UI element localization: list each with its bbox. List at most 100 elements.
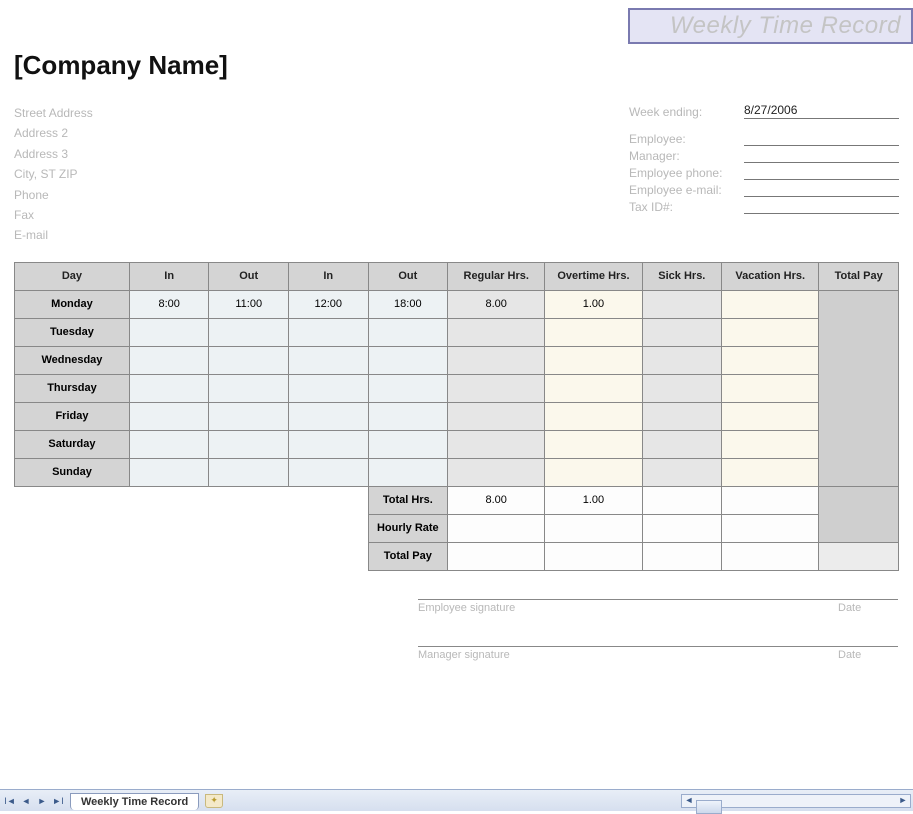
cell-reg[interactable] (448, 430, 545, 458)
cell-ot[interactable] (545, 374, 642, 402)
summary-total-hrs-reg[interactable]: 8.00 (448, 486, 545, 514)
new-sheet-icon[interactable]: ✦ (205, 794, 223, 808)
address-block: Street Address Address 2 Address 3 City,… (14, 103, 629, 246)
emp-phone-value[interactable] (744, 165, 899, 180)
cell-day[interactable]: Saturday (15, 430, 130, 458)
employee-value[interactable] (744, 131, 899, 146)
cell-vac[interactable] (722, 290, 819, 318)
cell-in1[interactable] (129, 346, 209, 374)
col-totalpay: Total Pay (819, 262, 899, 290)
scroll-right-icon[interactable]: ► (896, 795, 910, 807)
scroll-left-icon[interactable]: ◄ (682, 795, 696, 807)
summary-hourly-rate-reg[interactable] (448, 514, 545, 542)
cell-day[interactable]: Friday (15, 402, 130, 430)
summary-total-hrs-ot[interactable]: 1.00 (545, 486, 642, 514)
cell-reg[interactable] (448, 374, 545, 402)
cell-vac[interactable] (722, 430, 819, 458)
week-ending-value[interactable]: 8/27/2006 (744, 103, 899, 119)
cell-vac[interactable] (722, 374, 819, 402)
summary-total-pay-vac[interactable] (722, 542, 819, 570)
cell-out1[interactable] (209, 458, 289, 486)
summary-hourly-rate-sick[interactable] (642, 514, 722, 542)
cell-out2[interactable] (368, 374, 448, 402)
cell-in2[interactable] (289, 346, 369, 374)
cell-sick[interactable] (642, 346, 722, 374)
cell-day[interactable]: Sunday (15, 458, 130, 486)
cell-reg[interactable] (448, 458, 545, 486)
week-ending-label: Week ending: (629, 105, 744, 119)
cell-reg[interactable] (448, 346, 545, 374)
cell-ot[interactable] (545, 318, 642, 346)
summary-total-pay-sick[interactable] (642, 542, 722, 570)
cell-out2[interactable] (368, 402, 448, 430)
cell-in1[interactable] (129, 430, 209, 458)
cell-in1[interactable] (129, 458, 209, 486)
cell-out2[interactable] (368, 458, 448, 486)
cell-day[interactable]: Thursday (15, 374, 130, 402)
cell-sick[interactable] (642, 458, 722, 486)
cell-in2[interactable] (289, 374, 369, 402)
cell-sick[interactable] (642, 318, 722, 346)
summary-total-hrs-sick[interactable] (642, 486, 722, 514)
cell-ot[interactable]: 1.00 (545, 290, 642, 318)
cell-out2[interactable] (368, 430, 448, 458)
cell-vac[interactable] (722, 346, 819, 374)
cell-out2[interactable]: 18:00 (368, 290, 448, 318)
emp-email-value[interactable] (744, 182, 899, 197)
tab-nav-first-icon[interactable]: I◄ (2, 793, 18, 809)
worksheet-tab[interactable]: Weekly Time Record (70, 793, 199, 810)
emp-email-label: Employee e-mail: (629, 183, 744, 197)
table-header-row: Day In Out In Out Regular Hrs. Overtime … (15, 262, 899, 290)
cell-ot[interactable] (545, 430, 642, 458)
summary-total-hrs-vac[interactable] (722, 486, 819, 514)
cell-in2[interactable] (289, 402, 369, 430)
cell-out1[interactable] (209, 374, 289, 402)
cell-vac[interactable] (722, 318, 819, 346)
summary-total-pay-ot[interactable] (545, 542, 642, 570)
cell-reg[interactable] (448, 318, 545, 346)
cell-in2[interactable]: 12:00 (289, 290, 369, 318)
cell-out2[interactable] (368, 346, 448, 374)
cell-in1[interactable] (129, 374, 209, 402)
cell-in1[interactable]: 8:00 (129, 290, 209, 318)
summary-hourly-rate-vac[interactable] (722, 514, 819, 542)
cell-day[interactable]: Tuesday (15, 318, 130, 346)
cell-in2[interactable] (289, 318, 369, 346)
cell-day[interactable]: Wednesday (15, 346, 130, 374)
cell-out1[interactable]: 11:00 (209, 290, 289, 318)
cell-out1[interactable] (209, 402, 289, 430)
cell-in2[interactable] (289, 430, 369, 458)
summary-total-pay-reg[interactable] (448, 542, 545, 570)
timesheet-table: Day In Out In Out Regular Hrs. Overtime … (14, 262, 899, 571)
scroll-thumb[interactable] (696, 800, 722, 814)
cell-sick[interactable] (642, 374, 722, 402)
cell-in2[interactable] (289, 458, 369, 486)
cell-in1[interactable] (129, 318, 209, 346)
cell-ot[interactable] (545, 346, 642, 374)
cell-out2[interactable] (368, 318, 448, 346)
cell-out1[interactable] (209, 430, 289, 458)
horizontal-scrollbar[interactable]: ◄ ► (681, 794, 911, 808)
cell-vac[interactable] (722, 458, 819, 486)
cell-sick[interactable] (642, 402, 722, 430)
tab-nav-prev-icon[interactable]: ◄ (18, 793, 34, 809)
tab-nav-next-icon[interactable]: ► (34, 793, 50, 809)
cell-ot[interactable] (545, 458, 642, 486)
cell-sick[interactable] (642, 290, 722, 318)
summary-hourly-rate-ot[interactable] (545, 514, 642, 542)
cell-ot[interactable] (545, 402, 642, 430)
cell-reg[interactable] (448, 402, 545, 430)
cell-totalpay-blank (819, 486, 899, 542)
cell-totalpay-grand[interactable] (819, 542, 899, 570)
cell-reg[interactable]: 8.00 (448, 290, 545, 318)
taxid-value[interactable] (744, 199, 899, 214)
manager-signature-label: Manager signature (418, 649, 838, 661)
cell-in1[interactable] (129, 402, 209, 430)
tab-nav-last-icon[interactable]: ►I (50, 793, 66, 809)
cell-vac[interactable] (722, 402, 819, 430)
cell-out1[interactable] (209, 346, 289, 374)
cell-sick[interactable] (642, 430, 722, 458)
cell-day[interactable]: Monday (15, 290, 130, 318)
manager-value[interactable] (744, 148, 899, 163)
cell-out1[interactable] (209, 318, 289, 346)
